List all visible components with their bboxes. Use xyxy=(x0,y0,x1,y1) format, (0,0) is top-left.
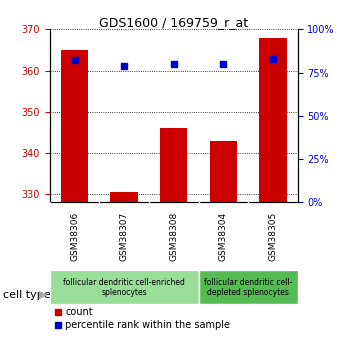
Bar xyxy=(110,192,138,203)
Text: GSM38304: GSM38304 xyxy=(219,212,228,261)
Point xyxy=(72,58,77,63)
Legend: count, percentile rank within the sample: count, percentile rank within the sample xyxy=(55,307,230,331)
FancyBboxPatch shape xyxy=(199,270,298,304)
Text: ▶: ▶ xyxy=(39,290,48,300)
Bar xyxy=(210,141,237,203)
Title: GDS1600 / 169759_r_at: GDS1600 / 169759_r_at xyxy=(99,16,248,29)
Text: cell type: cell type xyxy=(3,290,51,300)
Text: GSM38305: GSM38305 xyxy=(269,212,277,261)
Point xyxy=(270,56,276,61)
Point xyxy=(121,63,127,68)
Text: GSM38307: GSM38307 xyxy=(120,212,129,261)
Text: GSM38306: GSM38306 xyxy=(70,212,79,261)
Text: follicular dendritic cell-enriched
splenocytes: follicular dendritic cell-enriched splen… xyxy=(63,278,185,297)
Bar xyxy=(259,38,286,203)
Point xyxy=(221,61,226,67)
Text: follicular dendritic cell-
depleted splenocytes: follicular dendritic cell- depleted sple… xyxy=(204,278,292,297)
FancyBboxPatch shape xyxy=(50,270,199,304)
Bar xyxy=(160,128,187,203)
Point xyxy=(171,61,176,67)
Bar xyxy=(61,50,88,203)
Text: GSM38308: GSM38308 xyxy=(169,212,178,261)
